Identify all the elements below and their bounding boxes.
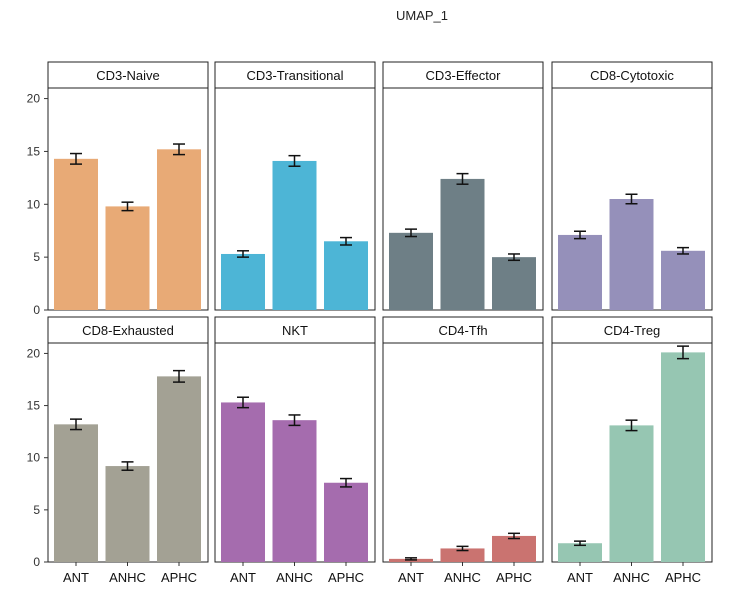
x-tick-label: ANT	[567, 570, 593, 585]
bar-aphc	[324, 241, 368, 310]
facet-strip-label: CD4-Tfh	[438, 323, 487, 338]
facet-panel: NKT ANT ANHC APHC	[214, 316, 376, 585]
facet-panel: CD3-Naive 0 5 10 15 20	[27, 61, 209, 317]
bar-aphc	[492, 535, 536, 562]
x-tick-label: APHC	[328, 570, 364, 585]
x-tick-label: APHC	[496, 570, 532, 585]
bar-anhc	[105, 206, 150, 310]
y-tick-label: 10	[27, 451, 41, 465]
facet-strip	[214, 316, 376, 344]
facet-panel: CD4-Treg ANT ANHC APHC	[551, 316, 713, 585]
facet-panel: CD3-Transitional	[214, 61, 376, 311]
bar-anhc	[440, 548, 485, 562]
bar-ant	[221, 253, 265, 310]
bar-anhc	[272, 420, 317, 562]
bar-anhc	[440, 178, 485, 310]
facet-strip-label: CD8-Exhausted	[82, 323, 174, 338]
facet-panel: CD8-Exhausted 0 5 10 15 20 ANT ANHC APHC	[27, 316, 209, 585]
x-tick-label: ANHC	[109, 570, 146, 585]
facet-strip	[551, 316, 713, 344]
x-tick-label: ANHC	[276, 570, 313, 585]
bar-ant	[54, 158, 98, 310]
facet-panel: CD3-Effector	[382, 61, 544, 311]
bar-anhc	[609, 425, 654, 562]
facet-panel: CD4-Tfh ANT ANHC APHC	[382, 316, 544, 585]
x-tick-label: ANHC	[444, 570, 481, 585]
x-tick-label: APHC	[161, 570, 197, 585]
x-tick-label: ANT	[230, 570, 256, 585]
facet-strip-label: CD8-Cytotoxic	[590, 68, 674, 83]
y-tick-label: 5	[33, 250, 40, 264]
y-tick-label: 20	[27, 92, 41, 106]
x-tick-label: ANHC	[613, 570, 650, 585]
facet-strip-label: CD3-Naive	[96, 68, 160, 83]
bar-ant	[558, 543, 602, 562]
y-tick-label: 5	[33, 503, 40, 517]
y-tick-label: 10	[27, 197, 41, 211]
bar-ant	[389, 232, 433, 310]
bar-anhc	[105, 466, 150, 562]
y-tick-label: 20	[27, 346, 41, 360]
bar-aphc	[157, 376, 201, 562]
panel-frame	[382, 342, 544, 563]
bar-ant	[221, 402, 265, 562]
x-tick-label: APHC	[665, 570, 701, 585]
bar-aphc	[157, 149, 201, 310]
y-tick-label: 0	[33, 555, 40, 569]
facet-strip-label: CD3-Effector	[426, 68, 502, 83]
y-tick-label: 0	[33, 303, 40, 317]
bar-aphc	[492, 257, 536, 310]
y-tick-label: 15	[27, 144, 41, 158]
facet-strip-label: NKT	[282, 323, 308, 338]
facet-strip	[47, 316, 209, 344]
facet-strip	[214, 61, 376, 89]
bar-aphc	[661, 250, 705, 310]
figure-title: UMAP_1	[396, 8, 448, 23]
x-tick-label: ANT	[63, 570, 89, 585]
bar-aphc	[661, 352, 705, 562]
bar-ant	[54, 424, 98, 562]
facet-panel: CD8-Cytotoxic	[551, 61, 713, 311]
bar-anhc	[272, 160, 317, 310]
bar-anhc	[609, 199, 654, 310]
bar-ant	[558, 234, 602, 310]
facet-strip-label: CD4-Treg	[604, 323, 661, 338]
facet-strip	[551, 61, 713, 89]
bar-aphc	[324, 482, 368, 562]
y-tick-label: 15	[27, 399, 41, 413]
facet-strip-label: CD3-Transitional	[246, 68, 343, 83]
facet-strip	[382, 316, 544, 344]
x-tick-label: ANT	[398, 570, 424, 585]
facet-strip	[47, 61, 209, 89]
